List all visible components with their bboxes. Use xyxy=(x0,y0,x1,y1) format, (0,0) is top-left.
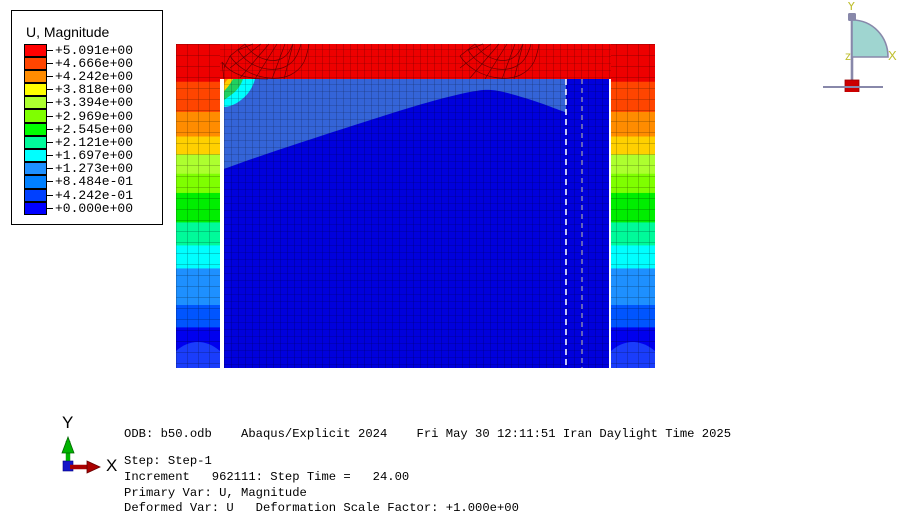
svg-text:X: X xyxy=(888,48,897,63)
svg-text:Y: Y xyxy=(847,2,856,13)
svg-text:X: X xyxy=(106,456,117,475)
svg-text:z: z xyxy=(845,49,851,63)
svg-text:Y: Y xyxy=(62,413,73,432)
